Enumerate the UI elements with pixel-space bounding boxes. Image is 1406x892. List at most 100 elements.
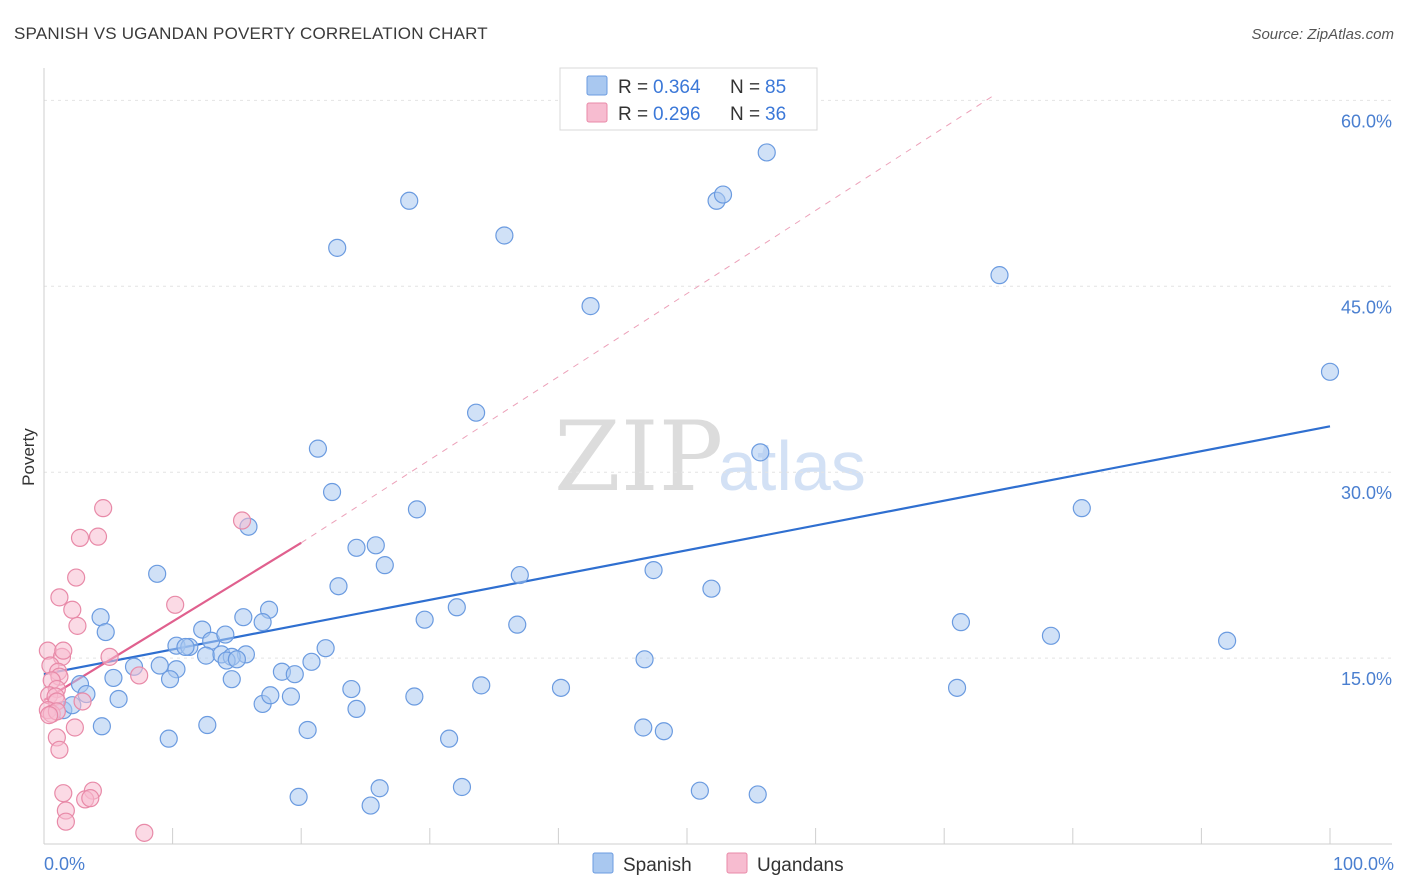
- point-spanish: [375, 556, 394, 575]
- y-tick-label: 60.0%: [1341, 111, 1392, 131]
- watermark-zip: ZIP: [554, 401, 723, 513]
- point-ugandans: [88, 527, 108, 546]
- point-spanish: [316, 639, 335, 658]
- point-spanish: [159, 729, 178, 748]
- point-spanish: [370, 779, 389, 798]
- point-spanish: [407, 500, 427, 519]
- point-spanish: [405, 687, 424, 706]
- point-ugandans: [130, 666, 149, 685]
- legend-swatch-ugandans: [586, 102, 608, 123]
- point-spanish: [347, 699, 366, 719]
- point-ugandans: [81, 789, 100, 808]
- point-spanish: [947, 678, 967, 697]
- point-spanish: [990, 266, 1009, 285]
- point-ugandans: [67, 568, 86, 587]
- y-tick-label: 45.0%: [1341, 297, 1392, 317]
- point-spanish: [253, 613, 272, 632]
- point-spanish: [508, 615, 527, 634]
- point-spanish: [713, 185, 733, 204]
- watermark-atlas: atlas: [718, 427, 866, 505]
- point-ugandans: [100, 647, 119, 666]
- series-spanish: [54, 143, 1340, 815]
- point-spanish: [366, 536, 385, 555]
- point-spanish: [702, 579, 721, 598]
- x-tick-label-min: 0.0%: [44, 854, 85, 874]
- point-spanish: [222, 670, 241, 689]
- point-ugandans: [63, 600, 82, 619]
- point-ugandans: [135, 823, 154, 842]
- point-spanish: [447, 598, 466, 617]
- point-spanish: [196, 646, 216, 665]
- point-ugandans: [65, 718, 84, 737]
- point-spanish: [510, 565, 529, 585]
- point-spanish: [551, 678, 571, 697]
- point-spanish: [227, 650, 246, 669]
- point-spanish: [347, 538, 366, 557]
- gridlines: [44, 99, 1392, 659]
- legend-n-label-spanish: N =: [730, 77, 760, 98]
- point-spanish: [92, 717, 111, 736]
- point-spanish: [1072, 499, 1091, 518]
- point-spanish: [452, 777, 472, 797]
- point-spanish: [1320, 362, 1340, 381]
- chart-source: Source: ZipAtlas.com: [1251, 26, 1394, 43]
- y-axis-label: Poverty: [19, 428, 38, 486]
- point-spanish: [654, 722, 673, 741]
- point-spanish: [104, 668, 123, 688]
- point-spanish: [757, 143, 776, 162]
- legend-r-value-spanish: 0.364: [653, 77, 701, 98]
- legend-swatch-spanish: [586, 75, 608, 96]
- legend-n-label-ugandans: N =: [730, 104, 760, 125]
- point-spanish: [644, 561, 663, 580]
- point-spanish: [302, 652, 321, 671]
- point-ugandans: [166, 595, 185, 614]
- series-legend-label-spanish: Spanish: [623, 855, 692, 876]
- point-spanish: [96, 622, 115, 642]
- point-ugandans: [50, 740, 69, 759]
- series-legend-swatch-spanish: [592, 852, 614, 874]
- legend-r-label-spanish: R =: [618, 77, 648, 98]
- series-legend-label-ugandans: Ugandans: [757, 855, 844, 876]
- x-tick-label-max: 100.0%: [1333, 854, 1394, 874]
- point-spanish: [234, 608, 253, 627]
- point-spanish: [400, 191, 419, 210]
- point-spanish: [495, 226, 514, 245]
- series-ugandans: [38, 499, 252, 842]
- point-spanish: [1041, 626, 1061, 645]
- point-ugandans: [56, 812, 75, 831]
- point-spanish: [160, 670, 180, 689]
- point-spanish: [298, 720, 317, 740]
- point-spanish: [281, 687, 301, 706]
- stats-legend: R = 0.364 N = 85 R = 0.296 N = 36: [559, 67, 818, 131]
- legend-n-value-ugandans: 36: [765, 104, 786, 125]
- y-tick-label: 15.0%: [1341, 669, 1392, 689]
- y-tick-label: 30.0%: [1341, 483, 1392, 503]
- point-spanish: [322, 482, 342, 502]
- x-axis-ticks: [43, 828, 1331, 844]
- y-axis-ticks: 15.0% 30.0% 45.0% 60.0%: [1341, 111, 1392, 689]
- trend-line-spanish: [43, 425, 1331, 676]
- point-ugandans: [94, 499, 113, 518]
- point-spanish: [581, 297, 600, 316]
- point-spanish: [466, 403, 486, 422]
- point-spanish: [216, 625, 235, 644]
- series-legend: Spanish Ugandans: [592, 852, 844, 876]
- point-spanish: [690, 781, 709, 800]
- point-spanish: [1218, 631, 1237, 650]
- point-ugandans: [54, 641, 73, 660]
- point-ugandans: [70, 528, 90, 547]
- point-spanish: [342, 679, 361, 699]
- trend-extension-ugandans: [300, 96, 993, 544]
- point-ugandans: [40, 706, 59, 725]
- point-ugandans: [50, 588, 69, 607]
- trend-lines: [43, 96, 1331, 702]
- point-ugandans: [68, 616, 87, 635]
- point-spanish: [285, 665, 304, 684]
- point-spanish: [329, 577, 348, 596]
- point-ugandans: [73, 692, 92, 711]
- point-spanish: [289, 787, 308, 807]
- point-spanish: [635, 650, 654, 669]
- point-spanish: [951, 613, 971, 632]
- trend-line-ugandans: [43, 541, 302, 702]
